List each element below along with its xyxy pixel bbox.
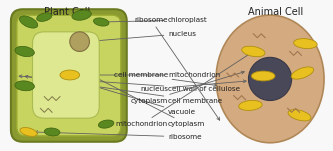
Text: Animal Cell: Animal Cell xyxy=(248,7,304,17)
Ellipse shape xyxy=(294,39,317,49)
Text: ribosome: ribosome xyxy=(35,131,201,140)
Text: ribosome: ribosome xyxy=(134,17,220,120)
FancyBboxPatch shape xyxy=(17,15,121,136)
Ellipse shape xyxy=(19,16,38,28)
Text: cell membrane: cell membrane xyxy=(25,75,222,104)
Text: cell membrane: cell membrane xyxy=(114,72,217,87)
Text: mitochondrion: mitochondrion xyxy=(116,53,251,127)
FancyBboxPatch shape xyxy=(33,32,99,118)
Text: cytoplasm: cytoplasm xyxy=(66,62,205,127)
Ellipse shape xyxy=(239,100,262,110)
Text: nucleus: nucleus xyxy=(140,80,246,92)
Ellipse shape xyxy=(288,110,311,121)
Text: vacuole: vacuole xyxy=(59,75,196,115)
Ellipse shape xyxy=(15,81,34,91)
Text: mitochondrion: mitochondrion xyxy=(82,72,220,78)
Ellipse shape xyxy=(60,70,80,80)
Ellipse shape xyxy=(216,15,324,143)
FancyBboxPatch shape xyxy=(11,9,127,142)
Ellipse shape xyxy=(94,18,109,26)
Ellipse shape xyxy=(15,46,34,57)
Ellipse shape xyxy=(72,10,91,20)
Ellipse shape xyxy=(98,120,114,128)
Ellipse shape xyxy=(20,127,37,136)
Ellipse shape xyxy=(44,128,60,136)
Text: cell wall of cellulose: cell wall of cellulose xyxy=(19,75,240,92)
Text: cytoplasm: cytoplasm xyxy=(131,71,244,104)
Ellipse shape xyxy=(70,32,90,51)
Ellipse shape xyxy=(248,57,292,101)
Text: nucleus: nucleus xyxy=(88,31,196,43)
Text: Plant Cell: Plant Cell xyxy=(44,7,90,17)
Text: chloroplast: chloroplast xyxy=(104,17,208,23)
Ellipse shape xyxy=(37,13,52,21)
Ellipse shape xyxy=(251,71,275,81)
Ellipse shape xyxy=(291,67,314,79)
Ellipse shape xyxy=(242,46,265,57)
